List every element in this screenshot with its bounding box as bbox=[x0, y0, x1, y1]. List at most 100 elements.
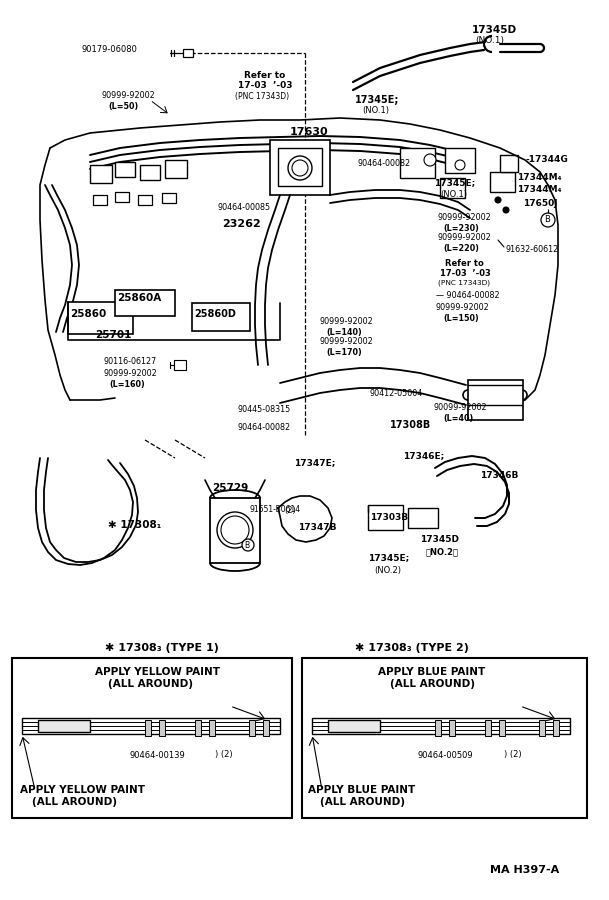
Bar bbox=[400, 148, 435, 178]
Text: Refer to: Refer to bbox=[445, 258, 484, 267]
Circle shape bbox=[288, 156, 312, 180]
Circle shape bbox=[221, 516, 249, 544]
Text: (NO.1): (NO.1) bbox=[440, 190, 467, 199]
Text: (PNC 17343D): (PNC 17343D) bbox=[438, 280, 490, 286]
Text: 17345E;: 17345E; bbox=[434, 178, 475, 187]
Bar bbox=[174, 360, 186, 370]
Text: (2): (2) bbox=[284, 506, 296, 515]
Text: — 90464-00082: — 90464-00082 bbox=[436, 291, 499, 300]
Text: 17344M₄: 17344M₄ bbox=[517, 185, 561, 194]
Text: 90999-92002: 90999-92002 bbox=[436, 303, 490, 312]
Text: ) (2): ) (2) bbox=[215, 751, 233, 760]
Bar bbox=[263, 720, 269, 736]
Bar bbox=[449, 720, 455, 736]
Text: 25729: 25729 bbox=[212, 483, 248, 493]
Bar bbox=[115, 162, 135, 177]
Text: (L=220): (L=220) bbox=[443, 244, 479, 253]
Bar bbox=[12, 658, 292, 818]
Text: 90116-06127: 90116-06127 bbox=[103, 357, 157, 366]
Text: (NO.1): (NO.1) bbox=[362, 106, 389, 115]
Text: -17344G: -17344G bbox=[525, 156, 568, 165]
Circle shape bbox=[242, 539, 254, 551]
Bar bbox=[440, 178, 465, 198]
Bar bbox=[500, 155, 518, 172]
Text: 17345E;: 17345E; bbox=[355, 95, 400, 105]
Text: 25860A: 25860A bbox=[117, 293, 161, 303]
Bar bbox=[435, 720, 441, 736]
Text: 17344M₄: 17344M₄ bbox=[517, 174, 561, 183]
Bar bbox=[162, 193, 176, 203]
Text: Refer to: Refer to bbox=[244, 70, 285, 79]
Text: 17347E;: 17347E; bbox=[294, 458, 336, 467]
Bar bbox=[159, 720, 165, 736]
Text: 91632-60612: 91632-60612 bbox=[505, 246, 558, 255]
Bar bbox=[115, 290, 175, 316]
Bar bbox=[490, 172, 515, 192]
Bar bbox=[195, 720, 201, 736]
Text: (L=230): (L=230) bbox=[443, 223, 479, 232]
Text: 90999-92002: 90999-92002 bbox=[320, 318, 374, 327]
Text: (L=160): (L=160) bbox=[109, 380, 145, 389]
Text: (ALL AROUND): (ALL AROUND) bbox=[32, 797, 117, 807]
Text: 90999-92002: 90999-92002 bbox=[102, 92, 156, 101]
Text: 90464-00082: 90464-00082 bbox=[358, 158, 411, 167]
Text: 90464-00085: 90464-00085 bbox=[218, 203, 271, 212]
Text: 90464-00082: 90464-00082 bbox=[237, 424, 290, 433]
Text: ✱ 17308₁: ✱ 17308₁ bbox=[108, 520, 161, 530]
Text: 17345D: 17345D bbox=[472, 25, 517, 35]
Bar bbox=[38, 720, 90, 732]
Text: APPLY YELLOW PAINT: APPLY YELLOW PAINT bbox=[95, 667, 220, 677]
Text: ✱ 17308₃ (TYPE 2): ✱ 17308₃ (TYPE 2) bbox=[355, 643, 469, 653]
Circle shape bbox=[292, 160, 308, 176]
Text: (ALL AROUND): (ALL AROUND) bbox=[320, 797, 405, 807]
Bar bbox=[270, 140, 330, 195]
Text: (ALL AROUND): (ALL AROUND) bbox=[108, 679, 193, 689]
Text: (NO.1): (NO.1) bbox=[475, 37, 504, 46]
Text: 17-03  ’-03: 17-03 ’-03 bbox=[238, 82, 292, 91]
Bar bbox=[302, 658, 587, 818]
Bar bbox=[145, 720, 151, 736]
Bar bbox=[115, 192, 129, 202]
Text: ✱ 17308₃ (TYPE 1): ✱ 17308₃ (TYPE 1) bbox=[105, 643, 219, 653]
Circle shape bbox=[217, 512, 253, 548]
Circle shape bbox=[495, 197, 501, 203]
Bar bbox=[22, 718, 280, 734]
Text: MA H397-A: MA H397-A bbox=[490, 865, 559, 875]
Bar bbox=[165, 160, 187, 178]
Circle shape bbox=[503, 207, 509, 213]
Text: B: B bbox=[244, 541, 249, 550]
Bar bbox=[68, 302, 133, 334]
Text: (PNC 17343D): (PNC 17343D) bbox=[235, 93, 289, 102]
Text: 90999-92002: 90999-92002 bbox=[320, 338, 374, 346]
Bar bbox=[249, 720, 255, 736]
Text: APPLY YELLOW PAINT: APPLY YELLOW PAINT bbox=[20, 785, 145, 795]
Text: 23262: 23262 bbox=[222, 219, 261, 229]
Bar bbox=[93, 195, 107, 205]
Text: 90999-92002: 90999-92002 bbox=[103, 370, 157, 379]
Bar bbox=[183, 49, 193, 57]
Text: 17-03  ’-03: 17-03 ’-03 bbox=[440, 268, 491, 277]
Text: (L=40): (L=40) bbox=[443, 413, 473, 422]
Bar bbox=[192, 303, 250, 331]
Text: 90464-00139: 90464-00139 bbox=[130, 751, 186, 760]
Bar bbox=[312, 718, 570, 734]
Text: 17346E;: 17346E; bbox=[403, 452, 444, 461]
Bar bbox=[90, 165, 112, 183]
Circle shape bbox=[455, 160, 465, 170]
Text: 90464-00509: 90464-00509 bbox=[418, 751, 474, 760]
Text: 17346B: 17346B bbox=[480, 472, 518, 481]
Text: 25701: 25701 bbox=[95, 330, 132, 340]
Text: 90099-92002: 90099-92002 bbox=[434, 403, 488, 412]
Text: 17347B: 17347B bbox=[298, 523, 337, 532]
Text: (NO.2): (NO.2) bbox=[374, 565, 401, 574]
Bar bbox=[468, 380, 523, 420]
Text: 90412-05004: 90412-05004 bbox=[370, 389, 423, 398]
Bar bbox=[539, 720, 545, 736]
Bar bbox=[368, 505, 403, 530]
Text: (L=150): (L=150) bbox=[443, 313, 479, 322]
Text: 17308B: 17308B bbox=[390, 420, 431, 430]
Text: 17345D: 17345D bbox=[420, 536, 459, 544]
Bar bbox=[445, 148, 475, 173]
Text: 17303B: 17303B bbox=[370, 514, 408, 523]
Circle shape bbox=[424, 154, 436, 166]
